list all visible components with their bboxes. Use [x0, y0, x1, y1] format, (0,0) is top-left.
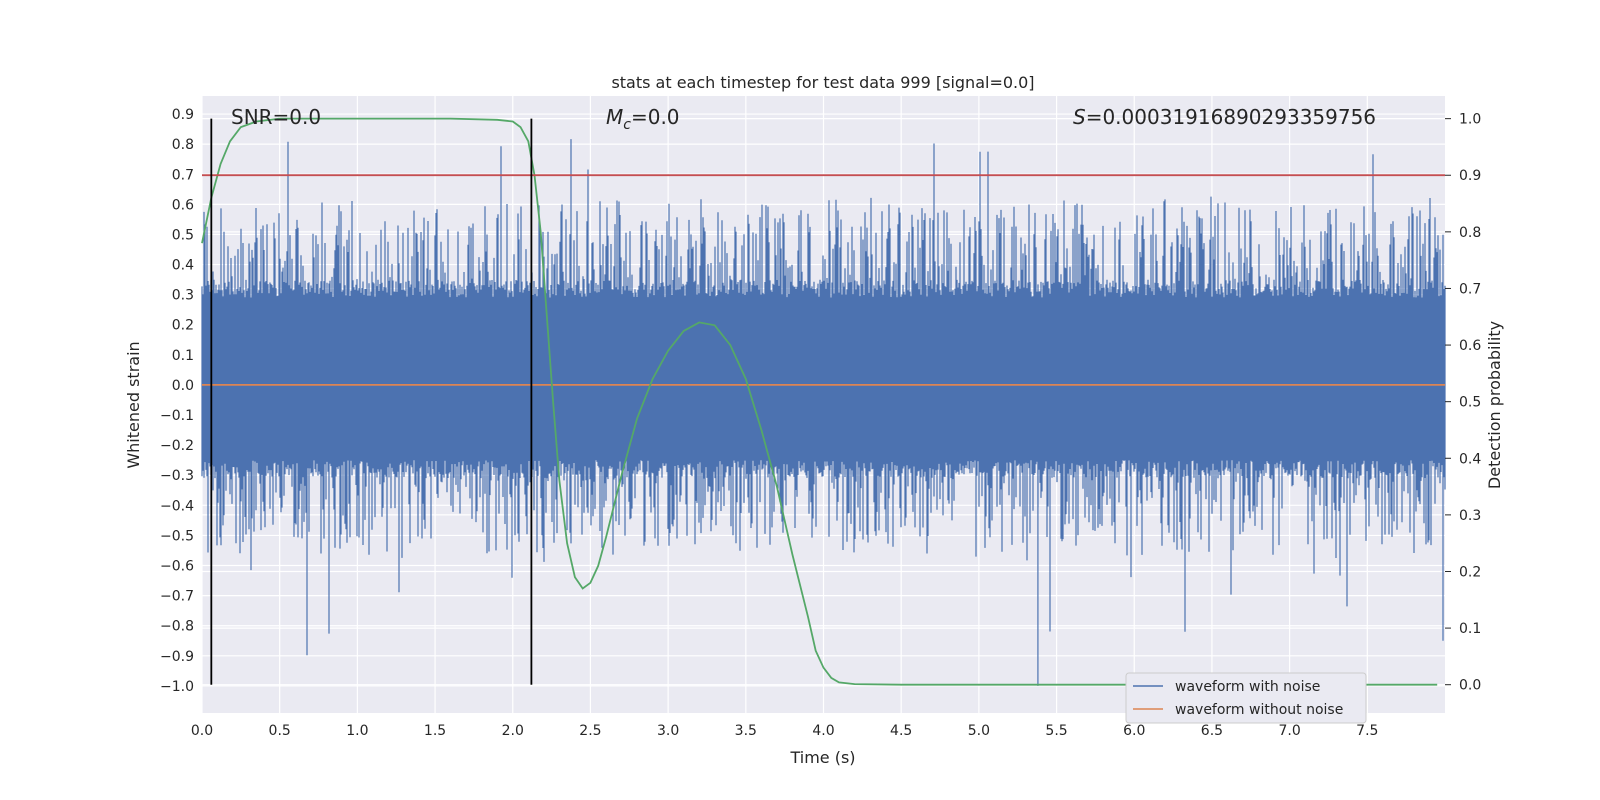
y-left-tick-label: 0.9	[172, 107, 194, 123]
y-left-tick-label: 0.1	[172, 348, 194, 364]
y-left-tick-label: −0.6	[160, 559, 194, 575]
x-tick-label: 5.0	[968, 723, 990, 739]
y-right-tick-label: 1.0	[1459, 112, 1481, 128]
legend-label-waveform-without-noise: waveform without noise	[1175, 702, 1343, 718]
series-waveform-with-noise	[201, 139, 1446, 686]
x-tick-label: 4.0	[812, 723, 834, 739]
legend-label-waveform-with-noise: waveform with noise	[1175, 679, 1320, 695]
x-tick-label: 7.5	[1356, 723, 1378, 739]
y-left-tick-label: 0.3	[172, 288, 194, 304]
y-axis-right-ticks: 1.0 0.9 0.8 0.7 0.6 0.5 0.4 0.3 0.2 0.1 0.0	[1445, 112, 1481, 694]
score-annotation: S=0.00031916890293359756	[1073, 105, 1376, 129]
y-left-tick-label: −0.4	[160, 498, 194, 514]
y-left-tick-label: 0.0	[172, 378, 194, 394]
y-axis-left-label: Whitened strain	[124, 341, 143, 468]
x-tick-label: 1.5	[424, 723, 446, 739]
x-tick-label: 6.5	[1201, 723, 1223, 739]
x-tick-label: 0.5	[269, 723, 291, 739]
x-tick-label: 5.5	[1045, 723, 1067, 739]
x-axis-label: Time (s)	[789, 748, 855, 767]
y-right-tick-label: 0.1	[1459, 621, 1481, 637]
y-right-tick-label: 0.3	[1459, 508, 1481, 524]
x-tick-label: 1.0	[346, 723, 368, 739]
x-tick-label: 2.0	[502, 723, 524, 739]
vertical-markers	[210, 118, 533, 685]
y-left-tick-label: −0.3	[160, 468, 194, 484]
series-line-detection-probability	[201, 117, 1438, 686]
x-tick-label: 3.5	[735, 723, 757, 739]
x-tick-label: 7.0	[1278, 723, 1300, 739]
y-left-tick-label: 0.5	[172, 227, 194, 243]
y-left-tick-label: −0.2	[160, 438, 194, 454]
snr-annotation: SNR=0.0	[231, 105, 321, 129]
x-tick-label: 6.0	[1123, 723, 1145, 739]
y-axis-right-label: Detection probability	[1485, 321, 1504, 489]
chirp-mass-annotation: Mc=0.0	[606, 105, 680, 133]
y-left-tick-label: −0.7	[160, 589, 194, 605]
y-right-tick-label: 0.6	[1459, 338, 1481, 354]
y-left-tick-label: 0.6	[172, 197, 194, 213]
series-line-waveform-with-noise	[201, 139, 1446, 686]
x-tick-label: 4.5	[890, 723, 912, 739]
y-left-tick-label: 0.4	[172, 258, 194, 274]
y-left-tick-label: −0.8	[160, 619, 194, 635]
y-left-tick-label: −0.5	[160, 528, 194, 544]
y-left-tick-label: 0.2	[172, 318, 194, 334]
y-right-tick-label: 0.8	[1459, 225, 1481, 241]
y-right-tick-label: 0.7	[1459, 281, 1481, 297]
y-right-tick-label: 0.5	[1459, 395, 1481, 411]
y-left-tick-label: −0.9	[160, 649, 194, 665]
y-left-tick-label: −0.1	[160, 408, 194, 424]
y-right-tick-label: 0.4	[1459, 451, 1481, 467]
legend: waveform with noise waveform without noi…	[1125, 672, 1367, 724]
y-right-tick-label: 0.0	[1459, 678, 1481, 694]
y-axis-left-ticks: 0.9 0.8 0.7 0.6 0.5 0.4 0.3 0.2 0.1 0.0 −0.1 −0.2 −0…	[160, 107, 194, 695]
x-tick-label: 2.5	[579, 723, 601, 739]
series-overlays	[201, 117, 1445, 686]
y-right-tick-label: 0.9	[1459, 168, 1481, 184]
y-left-tick-label: 0.7	[172, 167, 194, 183]
y-left-tick-label: 0.8	[172, 137, 194, 153]
legend-frame	[1125, 672, 1367, 724]
y-right-tick-label: 0.2	[1459, 564, 1481, 580]
x-tick-label: 0.0	[191, 723, 213, 739]
x-axis-ticks: 0.0 0.5 1.0 1.5 2.0 2.5 3.0 3.5 4.0 4.5 5.0 5.5 6.0 6…	[191, 723, 1379, 739]
y-left-tick-label: −1.0	[160, 679, 194, 695]
x-tick-label: 3.0	[657, 723, 679, 739]
chart-title: stats at each timestep for test data 999…	[611, 73, 1034, 92]
